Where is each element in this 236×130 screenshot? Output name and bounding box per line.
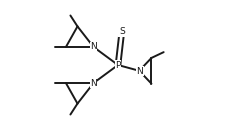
Text: N: N: [136, 67, 143, 76]
Text: N: N: [90, 43, 97, 51]
Text: N: N: [90, 79, 97, 87]
Text: S: S: [119, 27, 125, 36]
Text: P: P: [115, 60, 121, 70]
